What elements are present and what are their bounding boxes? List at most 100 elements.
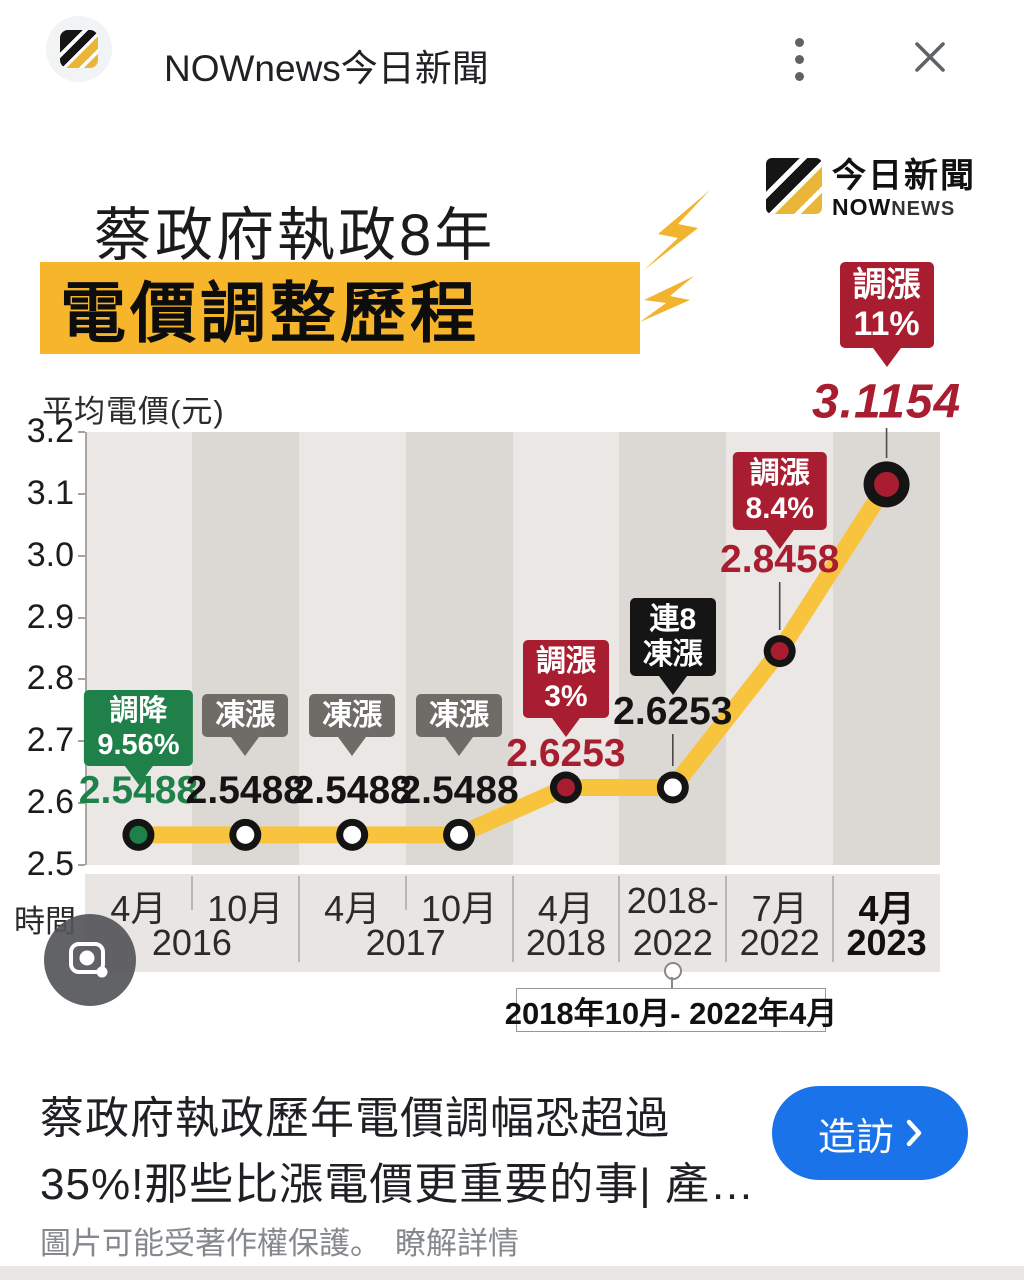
y-tick-mark (78, 492, 85, 495)
badge-pointer (872, 348, 901, 367)
lens-camera-icon (69, 942, 108, 978)
data-point (236, 825, 255, 844)
x-tick-month: 4月 (858, 888, 915, 929)
learn-more-link[interactable]: 瞭解詳情 (395, 1226, 519, 1261)
x-tick-month: 10月 (421, 888, 498, 929)
y-tick-label: 2.8 (26, 659, 74, 698)
data-point (556, 778, 575, 797)
y-axis-line (85, 432, 87, 865)
visit-button[interactable]: 造訪 (772, 1086, 968, 1180)
badge-pointer (658, 676, 687, 695)
y-tick-label: 2.7 (26, 721, 74, 760)
data-point-ring (122, 818, 155, 851)
data-point (343, 825, 362, 844)
price-trend-line (129, 475, 896, 844)
result-title-line1[interactable]: 蔡政府執政歷年電價調幅恐超過 (40, 1094, 670, 1143)
infographic-title-line1: 蔡政府執政8年 (94, 203, 496, 268)
price-value-label: 3.1154 (811, 375, 962, 429)
x-axis-separator (297, 876, 300, 962)
x-tick-year-group: 2016 (151, 922, 232, 963)
plot-band (405, 432, 513, 865)
x-axis-separator (832, 876, 835, 962)
x-tick-year: 2022 (632, 922, 713, 963)
data-point-ring (863, 461, 910, 508)
y-tick-label: 2.6 (26, 783, 74, 822)
badge-pointer (124, 766, 153, 785)
price-value-label: 2.8458 (720, 538, 840, 581)
y-tick-label: 3.1 (26, 473, 74, 512)
plot-band (191, 432, 299, 865)
x-tick-month: 2018- (626, 880, 719, 921)
more-options-icon[interactable] (790, 36, 810, 84)
change-badge: 調漲 8.4% (732, 452, 827, 549)
x-axis-separator (511, 876, 514, 962)
y-tick-label: 2.9 (26, 597, 74, 636)
note-connector-dot (664, 962, 682, 980)
x-axis-separator (618, 876, 621, 962)
viewer-topbar: NOWnews今日新聞 (0, 0, 1024, 120)
data-point-ring (763, 635, 796, 668)
change-badge: 凍漲 (416, 694, 503, 756)
data-point-ring (443, 818, 476, 851)
data-point (450, 825, 469, 844)
badge-pointer (551, 718, 580, 737)
y-tick-mark (78, 802, 85, 805)
infographic-title-line2: 電價調整歷程 (40, 262, 640, 354)
badge-pointer (338, 737, 367, 756)
x-tick-year: 2023 (846, 922, 927, 963)
x-tick-year: 2022 (739, 922, 820, 963)
y-tick-mark (78, 678, 85, 681)
y-axis-title: 平均電價(元) (42, 394, 225, 429)
page-below-strip (0, 1266, 1024, 1280)
data-point-ring (336, 818, 369, 851)
y-tick-mark (78, 554, 85, 557)
x-axis-separator (190, 876, 193, 910)
y-tick-mark (78, 864, 85, 866)
change-badge: 連8 凍漲 (629, 598, 716, 695)
note-connector-line (671, 977, 673, 990)
plot-band (298, 432, 406, 865)
price-value-label: 2.6253 (613, 690, 733, 733)
plot-band (726, 432, 834, 865)
y-tick-label: 2.5 (26, 845, 74, 883)
change-badge: 調降 9.56% (84, 690, 193, 785)
x-axis-separator (404, 876, 407, 910)
price-value-label: 2.5488 (78, 769, 199, 812)
x-tick-month: 10月 (207, 888, 284, 929)
change-badge: 凍漲 (202, 694, 289, 756)
plot-band (85, 432, 192, 865)
publisher-name: NOWnews今日新聞 (164, 48, 489, 89)
close-icon[interactable] (912, 39, 948, 75)
price-value-label: 2.6253 (506, 732, 626, 775)
publisher-avatar[interactable] (46, 16, 112, 82)
google-lens-button[interactable] (44, 914, 136, 1006)
y-tick-mark (78, 431, 85, 433)
copyright-notice: 圖片可能受著作權保護。 瞭解詳情 (40, 1218, 519, 1263)
y-tick-label: 3.0 (26, 535, 74, 574)
badge-pointer (445, 737, 474, 756)
change-badge: 調漲 3% (522, 640, 609, 737)
x-tick-month: 4月 (324, 888, 381, 929)
change-badge: 調漲 11% (839, 262, 934, 367)
visit-button-label: 造訪 (817, 1116, 894, 1159)
x-tick-year: 2018 (525, 922, 606, 963)
change-badge: 凍漲 (309, 694, 396, 756)
x-tick-month: 4月 (537, 888, 594, 929)
x-axis-separator (725, 876, 728, 962)
data-point (663, 778, 682, 797)
data-point-ring (229, 818, 262, 851)
nownews-brand: 今日新聞 NOWNEWS (766, 158, 976, 222)
data-point-ring (656, 771, 689, 804)
x-tick-year-group: 2017 (365, 922, 446, 963)
brand-cn-text: 今日新聞 (832, 157, 976, 195)
badge-pointer (231, 737, 260, 756)
plot-band (619, 432, 727, 865)
period-note: 2018年10月- 2022年4月 (505, 988, 837, 1032)
y-tick-mark (78, 616, 85, 619)
result-title-line2[interactable]: 35%!那些比漲電價更重要的事| 產… (40, 1160, 755, 1209)
y-tick-mark (78, 740, 85, 743)
badge-pointer (765, 530, 794, 549)
brand-en-text: NOWNEWS (832, 194, 956, 220)
plot-band (833, 432, 940, 865)
